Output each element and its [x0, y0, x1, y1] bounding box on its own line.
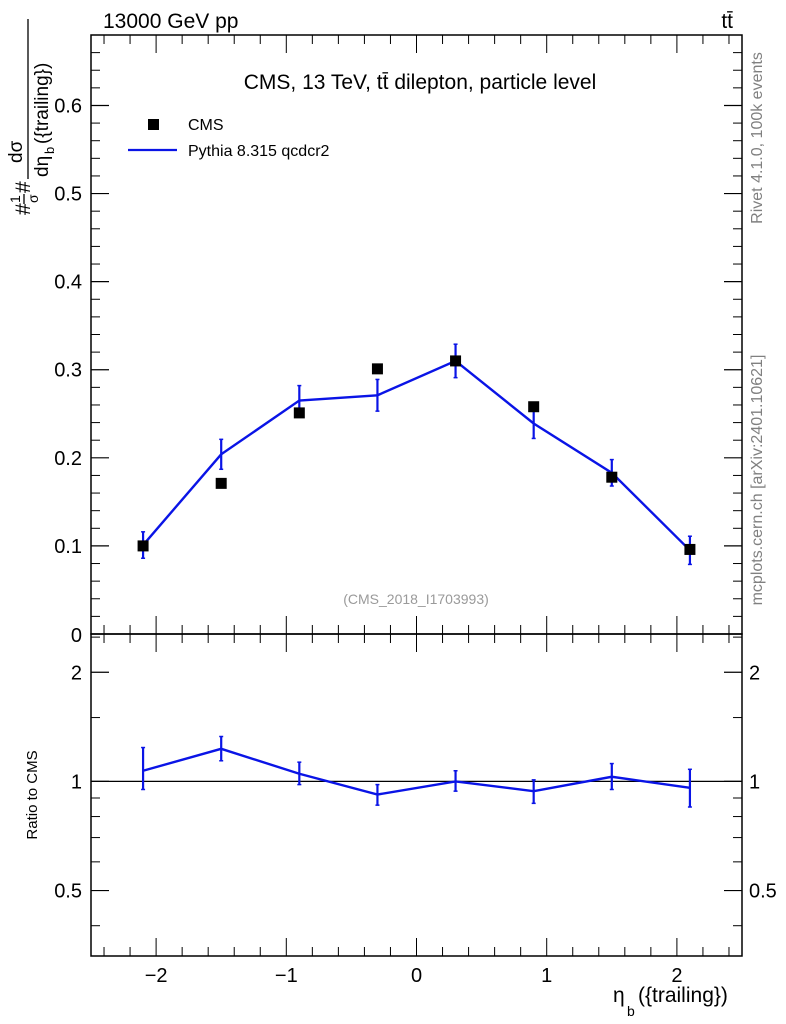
- svg-text:σ: σ: [25, 194, 41, 203]
- ratio-x-tick-label: 0: [411, 965, 422, 987]
- ratio-pythia-line: [142, 747, 691, 796]
- cms-data-point: [137, 540, 149, 552]
- svg-text:#: #: [12, 181, 35, 193]
- ratio-x-tick-label: −2: [145, 965, 168, 987]
- main-y-zero-label: 0: [71, 625, 82, 647]
- ratio-y-tick-label-right: 2: [749, 662, 760, 684]
- main-y-ticks: 0.1 0.2 0.3 0.4 0.5 0.6 0: [54, 52, 742, 647]
- svg-text:dσ: dσ: [6, 140, 27, 163]
- main-plot-title: CMS, 13 TeV, tt̄ dilepton, particle leve…: [244, 71, 597, 94]
- analysis-watermark: (CMS_2018_I1703993): [343, 591, 489, 607]
- ratio-plot-frame: [90, 633, 743, 957]
- ratio-x-tick-label: 2: [671, 965, 682, 987]
- main-y-tick-label: 0.5: [54, 184, 82, 206]
- rivet-version-label: Rivet 4.1.0, 100k events: [749, 52, 766, 224]
- svg-text:b: b: [42, 147, 57, 154]
- svg-text:η: η: [613, 984, 625, 1007]
- ratio-x-tick-label: −1: [275, 965, 298, 987]
- cms-data-point: [684, 543, 696, 555]
- main-series: [137, 343, 696, 566]
- cms-data-point: [450, 355, 462, 367]
- main-x-ticks: [103, 35, 730, 634]
- cms-data-point: [528, 401, 540, 413]
- legend-marker-cms: [148, 119, 159, 130]
- main-y-axis-label: # 1 σ # dσ dη b ({trailing}): [6, 19, 57, 215]
- main-y-tick-label: 0.6: [54, 95, 82, 117]
- header-process-label: tt̄: [721, 10, 733, 33]
- header-energy-label: 13000 GeV pp: [103, 10, 238, 33]
- main-panel: CMS, 13 TeV, tt̄ dilepton, particle leve…: [6, 19, 743, 647]
- svg-text:1: 1: [7, 195, 23, 203]
- pythia-line: [142, 359, 691, 552]
- ratio-y-tick-label-right: 1: [749, 771, 760, 793]
- ratio-y-tick-label: 0.5: [54, 881, 82, 903]
- ratio-series: [141, 735, 692, 808]
- cms-data-point: [293, 407, 305, 419]
- cms-data-point: [371, 363, 383, 375]
- ratio-panel: 0.5 0.5 1 1 2 2 −2 −1 0 1 2 Ratio to CMS η b ({tr…: [24, 633, 777, 1019]
- ratio-y-ticks: 0.5 0.5 1 1 2 2: [54, 636, 777, 927]
- ratio-y-tick-label: 2: [71, 662, 82, 684]
- cms-data-point: [606, 471, 618, 483]
- x-axis-label: η b ({trailing}): [613, 984, 728, 1019]
- legend-label-pythia: Pythia 8.315 qcdcr2: [188, 143, 330, 160]
- main-y-tick-label: 0.3: [54, 360, 82, 382]
- legend-label-cms: CMS: [188, 117, 224, 134]
- source-reference-label: mcplots.cern.ch [arXiv:2401.10621]: [749, 355, 766, 606]
- legend: CMS Pythia 8.315 qcdcr2: [128, 117, 330, 160]
- svg-text:({trailing}): ({trailing}): [638, 984, 728, 1007]
- main-y-tick-label: 0.4: [54, 272, 82, 294]
- ratio-x-tick-label: 1: [541, 965, 552, 987]
- svg-text:b: b: [627, 1003, 635, 1019]
- cms-data-point: [215, 477, 227, 489]
- svg-text:({trailing}): ({trailing}): [32, 63, 53, 144]
- ratio-y-tick-label: 1: [71, 771, 82, 793]
- ratio-y-axis-label: Ratio to CMS: [24, 750, 41, 839]
- main-y-tick-label: 0.1: [54, 536, 82, 558]
- svg-text:#: #: [12, 203, 35, 215]
- svg-text:dη: dη: [32, 156, 53, 177]
- ratio-x-ticks: −2 −1 0 1 2: [103, 634, 730, 987]
- ratio-y-tick-label-right: 0.5: [749, 881, 777, 903]
- main-y-tick-label: 0.2: [54, 448, 82, 470]
